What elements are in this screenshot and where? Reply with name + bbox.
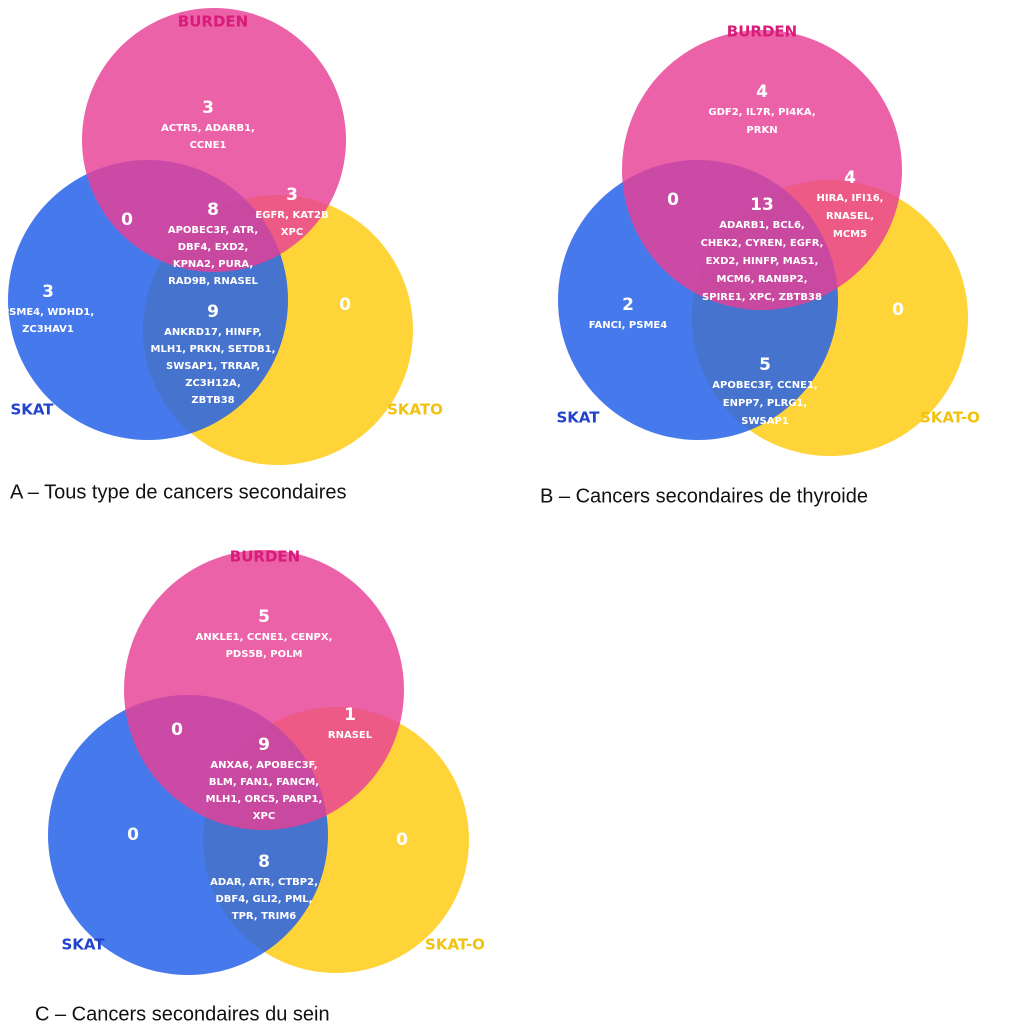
gene-list: MCM5 bbox=[833, 229, 867, 240]
gene-list: GDF2, IL7R, PI4KA, bbox=[708, 107, 815, 118]
panel-caption: C – Cancers secondaires du sein bbox=[35, 1003, 330, 1025]
gene-list: APOBEC3F, CCNE1, bbox=[712, 380, 817, 391]
set-label: SKATO bbox=[387, 401, 443, 419]
region-count: 0 bbox=[121, 210, 133, 230]
region-count: 5 bbox=[258, 607, 270, 627]
set-circle bbox=[82, 8, 346, 272]
gene-list: DBF4, EXD2, bbox=[178, 242, 249, 253]
region-count: 4 bbox=[756, 82, 768, 102]
gene-list: MLH1, ORC5, PARP1, bbox=[206, 794, 323, 805]
set-circle bbox=[124, 550, 404, 830]
gene-list: MCM6, RANBP2, bbox=[717, 274, 808, 285]
gene-list: ZC3H12A, bbox=[185, 378, 241, 389]
region-count: 3 bbox=[42, 282, 54, 302]
region-count: 0 bbox=[339, 295, 351, 315]
gene-list: XPC bbox=[281, 227, 303, 238]
region-count: 3 bbox=[202, 98, 214, 118]
gene-list: HIRA, IFI16, bbox=[817, 193, 884, 204]
gene-list: ACTR5, ADARB1, bbox=[161, 123, 255, 134]
gene-list: KPNA2, PURA, bbox=[173, 259, 253, 270]
region-count: 9 bbox=[258, 735, 270, 755]
gene-list: FANCI, PSME4 bbox=[589, 320, 667, 331]
set-label: SKAT-O bbox=[425, 936, 485, 954]
gene-list: ANKRD17, HINFP, bbox=[164, 327, 262, 338]
gene-list: EGFR, KAT2B bbox=[255, 210, 328, 221]
gene-list: ADARB1, BCL6, bbox=[719, 220, 804, 231]
gene-list: SWSAP1 bbox=[741, 416, 789, 427]
region-count: 0 bbox=[892, 300, 904, 320]
gene-list: CHEK2, CYREN, EGFR, bbox=[701, 238, 824, 249]
set-label: SKAT bbox=[61, 936, 105, 954]
gene-list: TPR, TRIM6 bbox=[232, 911, 297, 922]
gene-list: PRKN bbox=[746, 125, 777, 136]
gene-list: ANKLE1, CCNE1, CENPX, bbox=[196, 632, 333, 643]
gene-list: RNASEL, bbox=[826, 211, 874, 222]
panel-caption: B – Cancers secondaires de thyroide bbox=[540, 485, 868, 507]
set-label: BURDEN bbox=[230, 548, 300, 566]
panel-caption: A – Tous type de cancers secondaires bbox=[10, 481, 347, 503]
region-count: 4 bbox=[844, 168, 856, 188]
gene-list: ADAR, ATR, CTBP2, bbox=[210, 877, 318, 888]
gene-list: CCNE1 bbox=[190, 140, 227, 151]
gene-list: DBF4, GLI2, PML, bbox=[216, 894, 313, 905]
gene-list: XPC bbox=[253, 811, 275, 822]
gene-list: RNASEL bbox=[328, 730, 373, 741]
region-count: 8 bbox=[258, 852, 270, 872]
set-label: SKAT bbox=[556, 409, 600, 427]
gene-list: SPIRE1, XPC, ZBTB38 bbox=[702, 292, 822, 303]
region-count: 0 bbox=[127, 825, 139, 845]
region-count: 1 bbox=[344, 705, 356, 725]
gene-list: PDS5B, POLM bbox=[226, 649, 303, 660]
region-count: 0 bbox=[396, 830, 408, 850]
gene-list: MLH1, PRKN, SETDB1, bbox=[151, 344, 276, 355]
set-label: SKAT-O bbox=[920, 409, 980, 427]
gene-list: ZC3HAV1 bbox=[22, 324, 74, 335]
region-count: 13 bbox=[750, 195, 774, 215]
gene-list: ANXA6, APOBEC3F, bbox=[210, 760, 317, 771]
region-count: 0 bbox=[667, 190, 679, 210]
region-count: 9 bbox=[207, 302, 219, 322]
gene-list: ENPP7, PLRG1, bbox=[723, 398, 807, 409]
gene-list: PSME4, WDHD1, bbox=[2, 307, 94, 318]
region-count: 0 bbox=[171, 720, 183, 740]
gene-list: BLM, FAN1, FANCM, bbox=[209, 777, 319, 788]
set-label: BURDEN bbox=[178, 13, 248, 31]
region-count: 2 bbox=[622, 295, 634, 315]
gene-list: RAD9B, RNASEL bbox=[168, 276, 258, 287]
gene-list: APOBEC3F, ATR, bbox=[168, 225, 258, 236]
region-count: 5 bbox=[759, 355, 771, 375]
gene-list: SWSAP1, TRRAP, bbox=[166, 361, 260, 372]
region-count: 3 bbox=[286, 185, 298, 205]
set-circle bbox=[622, 30, 902, 310]
gene-list: ZBTB38 bbox=[191, 395, 234, 406]
set-label: BURDEN bbox=[727, 23, 797, 41]
region-count: 8 bbox=[207, 200, 219, 220]
set-label: SKAT bbox=[10, 401, 54, 419]
gene-list: EXD2, HINFP, MAS1, bbox=[706, 256, 819, 267]
